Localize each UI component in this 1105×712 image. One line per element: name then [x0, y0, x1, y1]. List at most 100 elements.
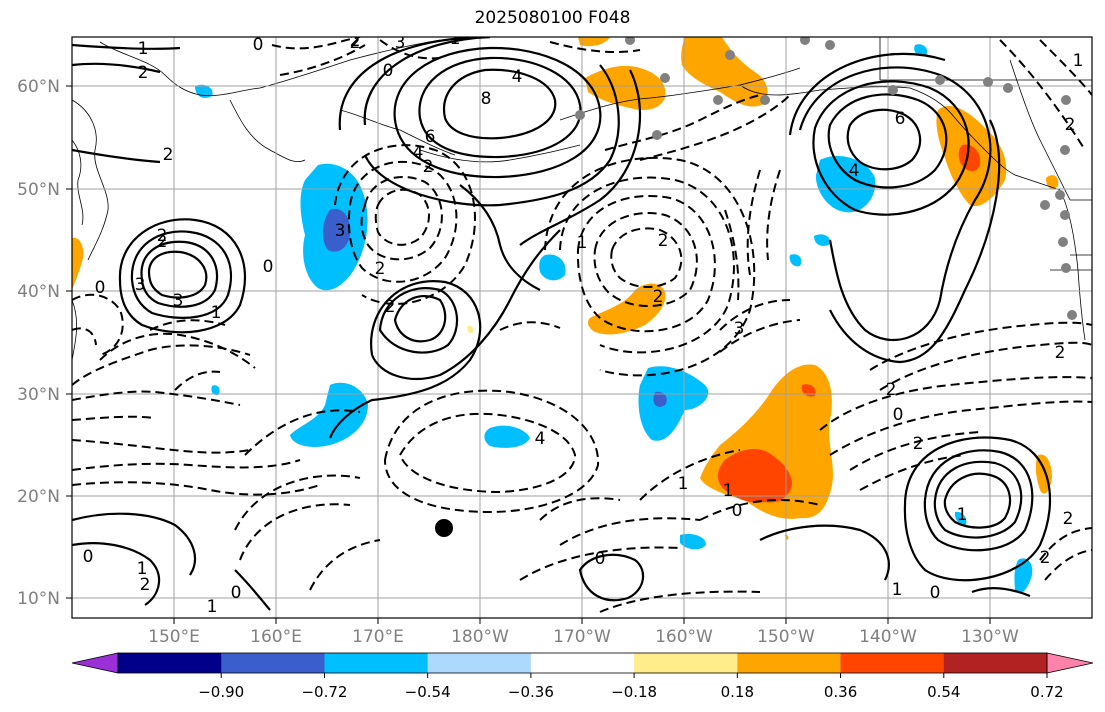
contour-label: 3 [173, 291, 184, 311]
contour-label: 6 [895, 109, 906, 129]
contour-label: 3 [135, 275, 146, 295]
contour-label: 2 [658, 231, 669, 251]
colorbar-segment [634, 653, 738, 673]
lat-label: 30°N [17, 385, 60, 405]
positive-region [72, 237, 84, 290]
contour-label: 0 [253, 35, 264, 55]
negative-region [539, 254, 566, 281]
lon-label: 130°W [961, 627, 1019, 647]
contour-label: 2 [163, 145, 174, 165]
contour-label: 1 [723, 481, 734, 501]
contour-label: 0 [263, 257, 274, 277]
contour-label: 0 [893, 405, 904, 425]
contour-label: 2 [913, 434, 924, 454]
storm-marker [435, 519, 453, 537]
contour-label: 1 [1073, 51, 1084, 71]
contour-label: 1 [138, 39, 149, 59]
colorbar-tick-label: 0.72 [1030, 683, 1063, 701]
contour-label: 2 [157, 232, 168, 252]
contour-label: 2 [1065, 115, 1076, 135]
positive-region [578, 37, 610, 47]
colorbar-segment [737, 653, 842, 673]
contour-label: 2 [653, 287, 664, 307]
colorbar-segment [530, 653, 635, 673]
contour-label: 3 [734, 319, 745, 339]
contour-label: 2 [157, 226, 168, 246]
dashed-contours [72, 37, 1092, 613]
lon-label: 170°E [352, 627, 404, 647]
latitude-labels: 60°N 50°N 40°N 30°N 20°N 10°N [17, 77, 60, 609]
contour-label: 8 [481, 89, 492, 109]
contour-label: 2 [423, 157, 434, 177]
contour-label: 1 [577, 233, 588, 253]
colorbar-extend-max [1046, 652, 1094, 674]
contour-label: 1 [137, 559, 148, 579]
lon-label: 150°W [757, 627, 815, 647]
positive-region-light [467, 325, 474, 333]
contour-label: 2 [1055, 343, 1066, 363]
contour-label: 4 [413, 143, 424, 163]
contour-label: 2 [1063, 509, 1074, 529]
lon-label: 140°W [859, 627, 917, 647]
positive-region-strong [717, 448, 792, 503]
contour-label: 2 [138, 63, 149, 83]
colorbar-tick-label: −0.36 [508, 683, 554, 701]
contour-label: 3 [395, 33, 406, 53]
negative-region [680, 534, 706, 550]
colorbar-tick-label: −0.90 [198, 683, 244, 701]
colorbar-segment [427, 653, 532, 673]
lon-label: 160°W [655, 627, 713, 647]
solid-contours [72, 37, 1052, 611]
negative-region [789, 254, 802, 267]
lon-label: 150°E [148, 627, 200, 647]
negative-region [914, 44, 928, 56]
contour-label: 0 [95, 278, 106, 298]
positive-region-strong [958, 144, 981, 172]
negative-region [815, 156, 876, 213]
contour-label: 1 [892, 580, 903, 600]
lat-label: 10°N [17, 589, 60, 609]
negative-region [814, 234, 831, 246]
negative-region-strong [322, 208, 351, 252]
graticule [72, 37, 1092, 618]
contour-label: 6 [425, 127, 436, 147]
colorbar-segment [943, 653, 1048, 673]
colorbar-segment [118, 653, 222, 673]
contour-label: 0 [231, 583, 242, 603]
map-title: 2025080100 F048 [474, 8, 631, 28]
contour-label: 0 [595, 549, 606, 569]
positive-region [585, 65, 666, 110]
contour-label: 0 [930, 583, 941, 603]
colorbar-segment [324, 653, 429, 673]
colorbar-segment [221, 653, 325, 673]
lon-label: 160°E [250, 627, 302, 647]
negative-region-strong [653, 391, 667, 407]
contour-label: 4 [849, 161, 860, 181]
colorbar-tick-label: −0.54 [405, 683, 451, 701]
colorbar: −0.90 −0.72 −0.54 −0.36 −0.18 0.18 0.36 0.54 0.7… [71, 652, 1094, 701]
contour-label: 1 [678, 474, 689, 494]
colorbar-segment [840, 653, 945, 673]
colorbar-tick-label: 0.36 [824, 683, 857, 701]
lat-label: 20°N [17, 487, 60, 507]
negative-region [954, 511, 967, 526]
negative-region [290, 382, 368, 447]
contour-label: 1 [450, 29, 461, 49]
positive-region-strong [801, 384, 816, 397]
lat-label: 50°N [17, 180, 60, 200]
negative-region [638, 366, 709, 441]
axis-ticks [66, 85, 991, 624]
contour-label: 3 [335, 221, 346, 241]
contour-label: 1 [207, 597, 218, 617]
colorbar-tick-label: 0.54 [927, 683, 960, 701]
lon-label: 180°W [451, 627, 509, 647]
contour-label: 4 [535, 429, 546, 449]
lat-label: 40°N [17, 282, 60, 302]
contour-label: 4 [512, 67, 523, 87]
colorbar-tick-label: 0.18 [721, 683, 754, 701]
longitude-labels: 150°E 160°E 170°E 180°W 170°W 160°W 150°… [148, 627, 1019, 647]
contour-label: 2 [350, 31, 361, 51]
station-dots [575, 37, 1077, 320]
contour-label: 0 [83, 547, 94, 567]
